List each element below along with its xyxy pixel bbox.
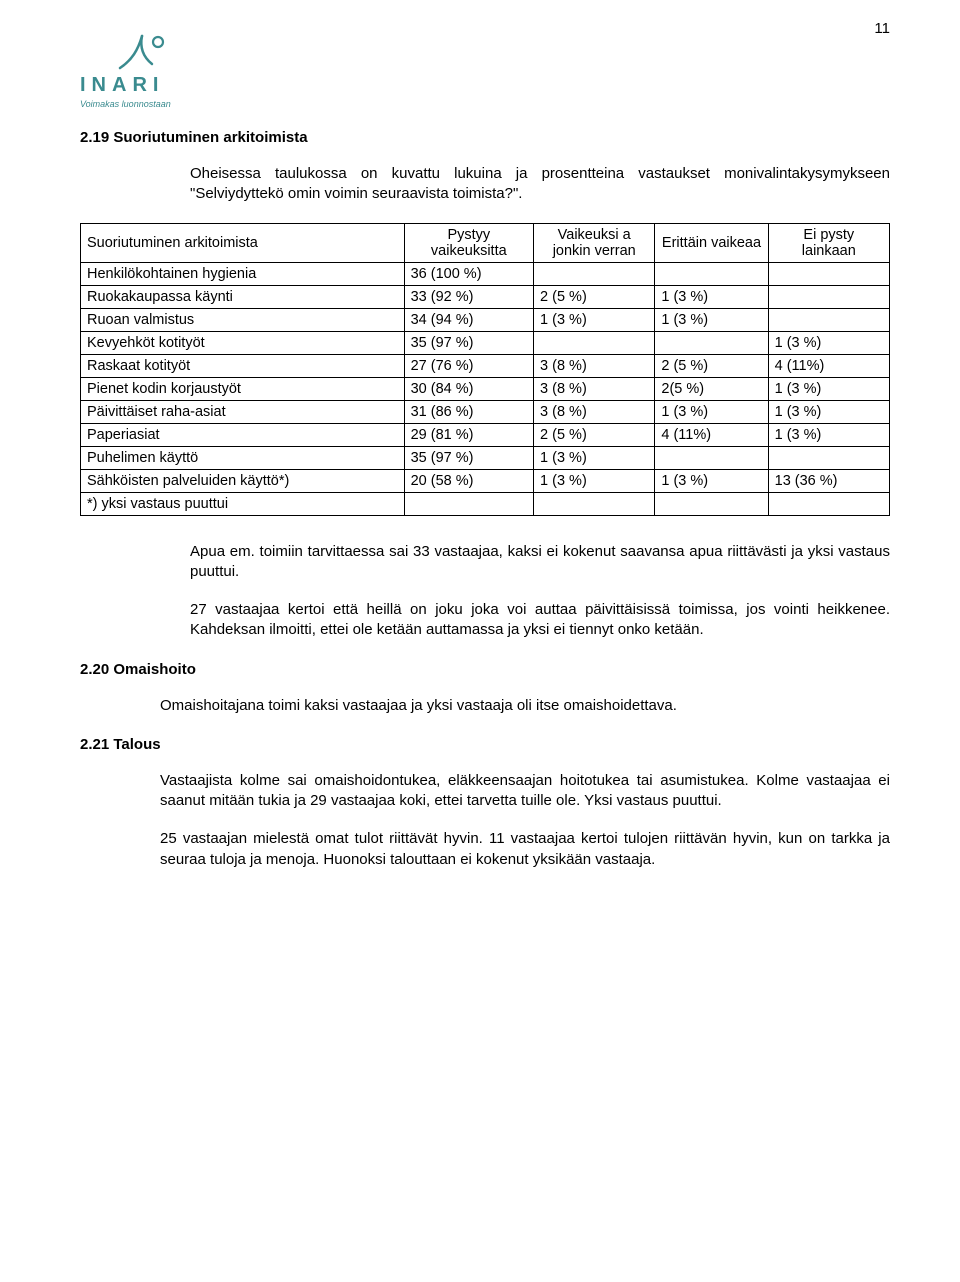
row-value: 2 (5 %) [655, 354, 768, 377]
row-value: 36 (100 %) [404, 262, 533, 285]
row-value [404, 492, 533, 515]
row-value [534, 492, 655, 515]
row-value: 35 (97 %) [404, 331, 533, 354]
table-row: Ruokakaupassa käynti33 (92 %)2 (5 %)1 (3… [81, 285, 890, 308]
table-row: Sähköisten palveluiden käyttö*)20 (58 %)… [81, 469, 890, 492]
row-value: 1 (3 %) [534, 308, 655, 331]
p-2-20: Omaishoitajana toimi kaksi vastaajaa ja … [160, 696, 890, 716]
row-value: 1 (3 %) [534, 446, 655, 469]
arkitoimista-table: Suoriutuminen arkitoimista Pystyy vaikeu… [80, 223, 890, 516]
row-value: 27 (76 %) [404, 354, 533, 377]
row-value: 3 (8 %) [534, 354, 655, 377]
col-header-c4: Ei pysty lainkaan [768, 223, 889, 262]
col-header-c3: Erittäin vaikeaa [655, 223, 768, 262]
row-value: 1 (3 %) [768, 400, 889, 423]
logo-brand-text: INARI [80, 74, 890, 97]
row-value: 13 (36 %) [768, 469, 889, 492]
post-table-p2: 27 vastaajaa kertoi että heillä on joku … [190, 600, 890, 641]
row-value: 30 (84 %) [404, 377, 533, 400]
row-value: 1 (3 %) [768, 377, 889, 400]
logo-tagline: Voimakas luonnostaan [80, 99, 890, 109]
row-label: Pienet kodin korjaustyöt [81, 377, 405, 400]
heading-2-21: 2.21 Talous [80, 736, 890, 753]
row-value: 4 (11%) [655, 423, 768, 446]
row-label: Henkilökohtainen hygienia [81, 262, 405, 285]
heading-2-19: 2.19 Suoriutuminen arkitoimista [80, 129, 890, 146]
page-number: 11 [874, 20, 890, 37]
heading-2-20: 2.20 Omaishoito [80, 661, 890, 678]
col-header-c1: Pystyy vaikeuksitta [404, 223, 533, 262]
row-label: Sähköisten palveluiden käyttö*) [81, 469, 405, 492]
row-value: 4 (11%) [768, 354, 889, 377]
row-value: 1 (3 %) [768, 423, 889, 446]
row-value: 3 (8 %) [534, 400, 655, 423]
table-row: Pienet kodin korjaustyöt30 (84 %)3 (8 %)… [81, 377, 890, 400]
table-row: Raskaat kotityöt27 (76 %)3 (8 %)2 (5 %)4… [81, 354, 890, 377]
row-value: 1 (3 %) [655, 469, 768, 492]
row-value: 3 (8 %) [534, 377, 655, 400]
row-value [768, 285, 889, 308]
row-value: 20 (58 %) [404, 469, 533, 492]
inari-logo-icon [80, 30, 190, 76]
row-value [534, 262, 655, 285]
col-header-c2: Vaikeuksi a jonkin verran [534, 223, 655, 262]
row-value [655, 492, 768, 515]
row-value: 34 (94 %) [404, 308, 533, 331]
row-value: 35 (97 %) [404, 446, 533, 469]
row-label: *) yksi vastaus puuttui [81, 492, 405, 515]
row-value: 1 (3 %) [534, 469, 655, 492]
row-value: 2 (5 %) [534, 423, 655, 446]
row-value [768, 262, 889, 285]
row-value: 1 (3 %) [655, 400, 768, 423]
row-value: 31 (86 %) [404, 400, 533, 423]
table-row: Päivittäiset raha-asiat31 (86 %)3 (8 %)1… [81, 400, 890, 423]
post-table-p1: Apua em. toimiin tarvittaessa sai 33 vas… [190, 542, 890, 583]
logo: INARI Voimakas luonnostaan [80, 30, 890, 109]
row-label: Ruoan valmistus [81, 308, 405, 331]
row-value [768, 308, 889, 331]
table-row: Henkilökohtainen hygienia36 (100 %) [81, 262, 890, 285]
row-value: 29 (81 %) [404, 423, 533, 446]
row-value [768, 446, 889, 469]
row-label: Raskaat kotityöt [81, 354, 405, 377]
p-2-21-b: 25 vastaajan mielestä omat tulot riittäv… [160, 829, 890, 870]
col-header-label: Suoriutuminen arkitoimista [81, 223, 405, 262]
row-value [655, 446, 768, 469]
table-row: Puhelimen käyttö35 (97 %)1 (3 %) [81, 446, 890, 469]
row-value [655, 331, 768, 354]
row-value [768, 492, 889, 515]
table-row: Kevyehköt kotityöt35 (97 %) 1 (3 %) [81, 331, 890, 354]
row-label: Puhelimen käyttö [81, 446, 405, 469]
row-value: 2 (5 %) [534, 285, 655, 308]
row-value [655, 262, 768, 285]
table-row: Ruoan valmistus34 (94 %)1 (3 %)1 (3 %) [81, 308, 890, 331]
row-label: Kevyehköt kotityöt [81, 331, 405, 354]
page: 11 INARI Voimakas luonnostaan 2.19 Suori… [0, 0, 960, 1282]
row-label: Ruokakaupassa käynti [81, 285, 405, 308]
row-value: 1 (3 %) [655, 308, 768, 331]
table-row: Paperiasiat29 (81 %)2 (5 %)4 (11%)1 (3 %… [81, 423, 890, 446]
row-value [534, 331, 655, 354]
row-value: 1 (3 %) [655, 285, 768, 308]
row-label: Päivittäiset raha-asiat [81, 400, 405, 423]
row-label: Paperiasiat [81, 423, 405, 446]
row-value: 1 (3 %) [768, 331, 889, 354]
row-value: 2(5 %) [655, 377, 768, 400]
table-header-row: Suoriutuminen arkitoimista Pystyy vaikeu… [81, 223, 890, 262]
row-value: 33 (92 %) [404, 285, 533, 308]
p-2-21-a: Vastaajista kolme sai omaishoidontukea, … [160, 771, 890, 812]
table-row: *) yksi vastaus puuttui [81, 492, 890, 515]
intro-2-19: Oheisessa taulukossa on kuvattu lukuina … [190, 164, 890, 205]
